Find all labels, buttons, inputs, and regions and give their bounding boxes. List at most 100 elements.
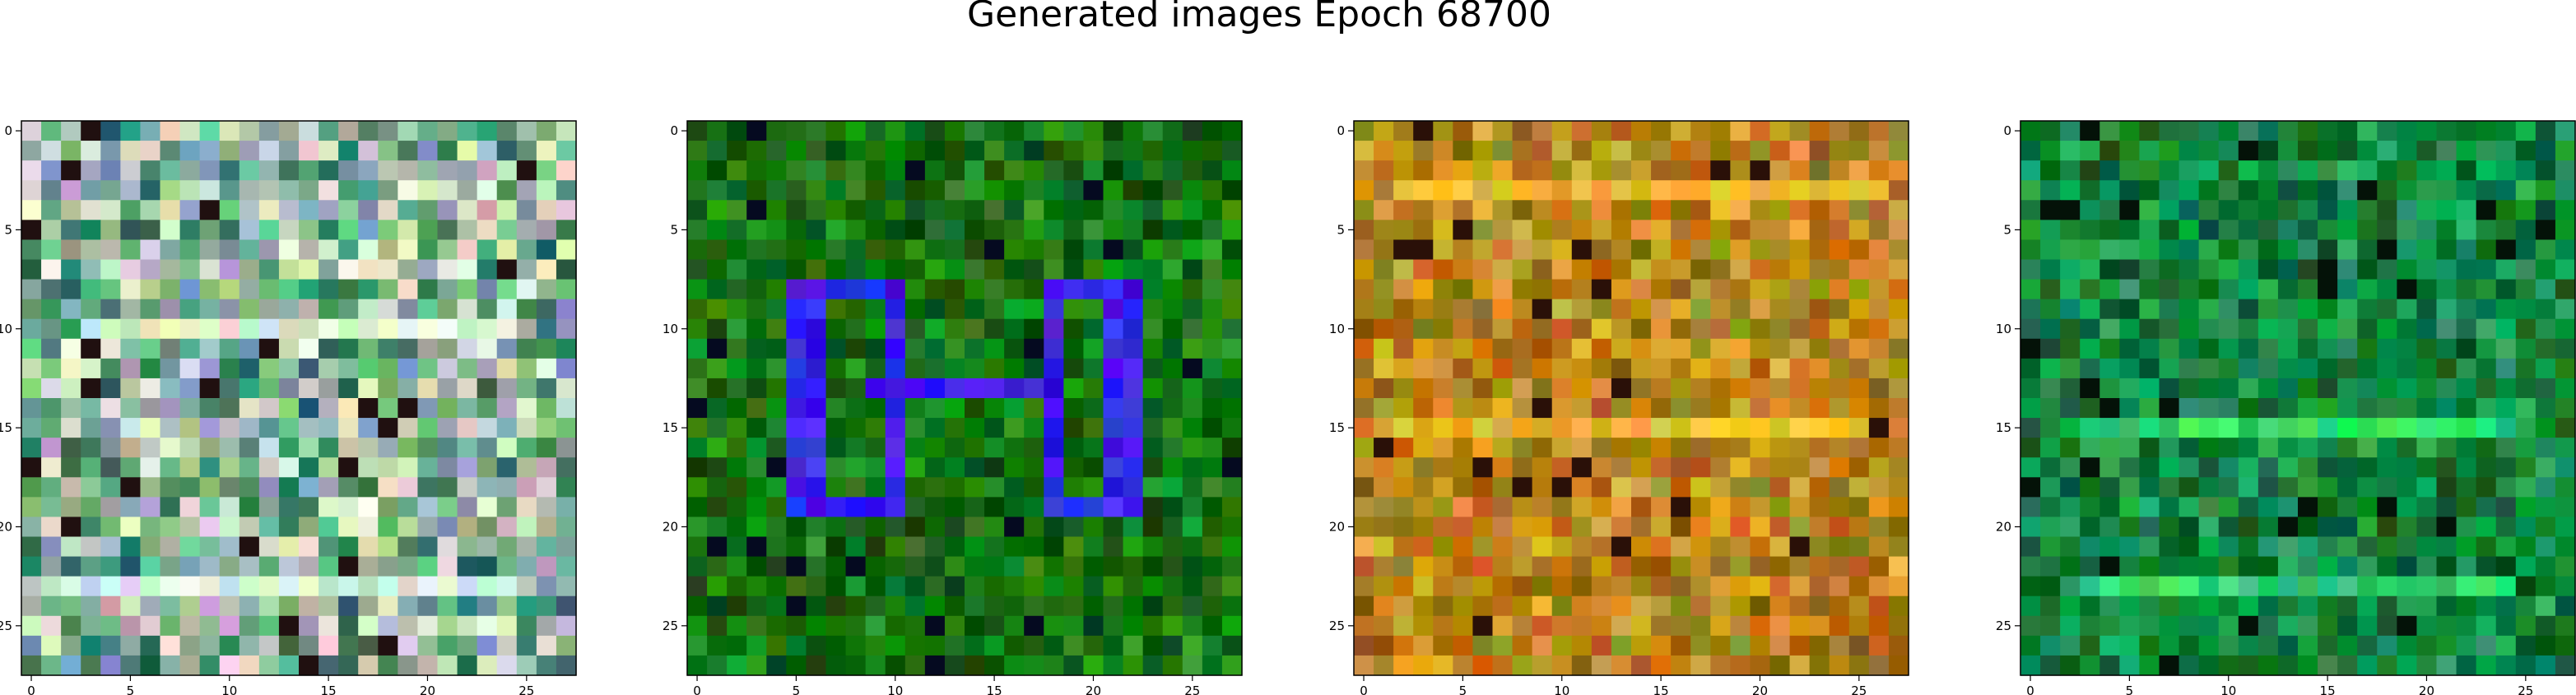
pixel-cell [885,438,906,458]
pixel-cell [477,497,498,518]
pixel-cell [2139,121,2160,141]
pixel-cell [319,338,339,359]
pixel-cell [1730,595,1751,617]
pixel-cell [965,536,985,558]
pixel-cell [1492,299,1514,320]
pixel-cell [457,279,478,300]
pixel-cell [786,398,807,419]
pixel-cell [2515,358,2536,379]
pixel-cell [885,121,906,141]
pixel-cell [1202,299,1223,320]
pixel-cell [687,457,708,478]
pixel-cell [496,556,518,577]
pixel-cell [299,200,319,220]
pixel-cell [2337,358,2358,379]
pixel-cell [1044,556,1064,577]
pixel-cell [1532,279,1553,300]
pixel-cell [2318,259,2338,280]
pixel-cell [358,338,379,359]
pixel-cell [2060,517,2081,538]
pixel-cell [2060,556,2081,577]
pixel-cell [984,536,1005,558]
pixel-cell [746,477,767,498]
pixel-cell [398,378,419,399]
x-tick-label: 0 [2026,683,2034,695]
pixel-cell [2277,200,2299,220]
pixel-cell [1848,160,1870,181]
pixel-cell [1004,338,1025,359]
pixel-cell [120,438,142,458]
pixel-cell [516,398,537,419]
pixel-cell [299,655,319,676]
pixel-cell [1453,438,1474,458]
pixel-cell [536,358,557,379]
pixel-cell [457,299,478,320]
pixel-cell [2060,299,2081,320]
pixel-cell [2159,318,2180,340]
pixel-cell [1472,398,1494,419]
x-tick-label: 10 [2220,683,2236,695]
pixel-cell [1591,299,1612,320]
pixel-cell [358,477,379,498]
pixel-cell [1044,457,1064,478]
pixel-cell [1651,477,1672,498]
pixel-cell [2198,299,2220,320]
pixel-cell [1162,655,1183,676]
pixel-cell [1730,239,1751,261]
pixel-cell [707,378,728,399]
pixel-cell [398,220,419,241]
pixel-cell [707,438,728,458]
pixel-cell [239,635,260,656]
pixel-cell [746,141,767,161]
pixel-cell [924,180,946,201]
pixel-cell [1004,279,1025,300]
pixel-cell [2099,141,2120,161]
pixel-cell [2080,378,2100,399]
pixel-cell [786,655,807,676]
pixel-cell [1142,398,1164,419]
pixel-cell [477,338,498,359]
pixel-cell [1651,497,1672,518]
pixel-cell [496,457,518,478]
pixel-cell [1671,239,1691,261]
pixel-cell [984,318,1005,340]
pixel-cell [1413,121,1434,141]
pixel-cell [160,497,181,518]
pixel-cell [965,438,985,458]
pixel-cell [496,418,518,438]
pixel-cell [1611,556,1632,577]
pixel-cell [378,536,398,558]
pixel-cell [2020,338,2041,359]
pixel-cell [81,200,101,220]
pixel-cell [1848,200,1870,220]
pixel-cell [1374,299,1394,320]
pixel-cell [1393,180,1414,201]
pixel-cell [2119,635,2141,656]
pixel-cell [1789,299,1811,320]
pixel-cell [1044,160,1064,181]
pixel-cell [904,180,926,201]
pixel-cell [1044,378,1064,399]
pixel-cell [1354,635,1374,656]
pixel-cell [1631,517,1652,538]
pixel-cell [2060,576,2081,597]
pixel-cell [2357,477,2378,498]
pixel-cell [1512,438,1533,458]
pixel-cell [2476,299,2497,320]
pixel-cell [2080,398,2100,419]
pixel-cell [1809,595,1830,617]
pixel-cell [258,438,280,458]
pixel-cell [2397,517,2418,538]
pixel-cell [1690,497,1711,518]
pixel-cell [1103,497,1124,518]
pixel-cell [2020,418,2041,438]
y-tick-label: 10 [1329,322,1345,336]
pixel-cell [2436,615,2457,637]
pixel-cell [2318,595,2338,617]
pixel-cell [437,299,458,320]
pixel-cell [2476,556,2497,577]
pixel-cell [1142,556,1164,577]
pixel-cell [556,635,577,656]
pixel-cell [1631,200,1652,220]
pixel-cell [1769,318,1791,340]
